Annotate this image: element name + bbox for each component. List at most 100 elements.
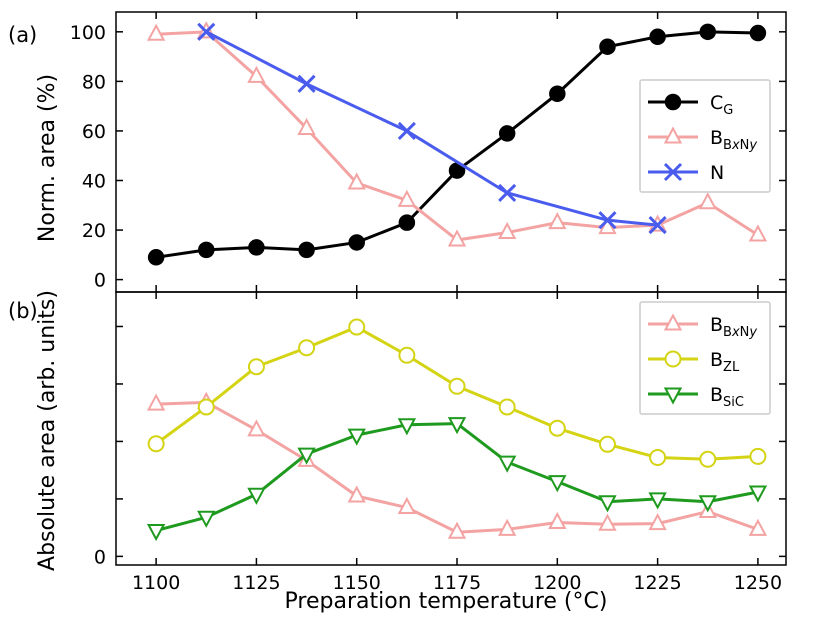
data-point-n xyxy=(648,216,667,235)
data-point-b_bxny xyxy=(347,485,366,503)
x-tick-label: 1200 xyxy=(533,572,581,594)
legend-marker xyxy=(664,93,682,111)
data-point-b_bxny xyxy=(146,23,166,41)
x-tick-label: 1175 xyxy=(433,572,481,594)
data-point-b_sic xyxy=(146,524,166,542)
data-point-b_bxny xyxy=(497,221,517,240)
y-tick-label: 60 xyxy=(82,121,106,143)
legend-label-sub: B xyxy=(723,325,732,340)
data-point-n xyxy=(498,183,517,202)
series-b_zl xyxy=(147,318,767,468)
data-point-b_bxny xyxy=(247,65,266,83)
legend-label-sub: ZL xyxy=(723,360,740,375)
legend-label-n: N xyxy=(710,162,724,184)
legend-label-sub: B xyxy=(723,138,732,153)
data-point-b_zl xyxy=(298,339,316,357)
data-point-b_sic xyxy=(748,485,768,503)
data-point-c_g xyxy=(649,28,666,46)
legend-label-c_g: CG xyxy=(710,92,733,118)
data-point-b_bxny xyxy=(598,216,617,235)
y-axis-title: Norm. area (%) xyxy=(35,74,60,242)
data-point-b_bxny xyxy=(648,513,667,531)
x-tick-label: 1100 xyxy=(132,572,180,594)
legend-label-sub2: N xyxy=(740,138,750,153)
legend-label-main: B xyxy=(710,314,723,336)
data-point-b_zl xyxy=(448,377,466,395)
legend-item-b_sic: BSiC xyxy=(648,384,744,410)
series-line-b_sic xyxy=(155,422,759,532)
legend-label-main: B xyxy=(710,384,723,406)
series-b_sic xyxy=(146,417,768,542)
x-tick-label: 1125 xyxy=(232,572,280,594)
data-point-b_sic xyxy=(648,492,667,510)
data-point-n xyxy=(297,74,316,93)
legend-label-b_zl: BZL xyxy=(710,349,740,375)
data-point-b_zl xyxy=(197,398,215,416)
legend-label-sub2-italic: y xyxy=(748,325,757,340)
data-point-b_bxny xyxy=(698,192,717,210)
y-tick-label: 80 xyxy=(82,71,106,93)
y-tick-label: 0 xyxy=(94,270,106,292)
x-tick-label: 1250 xyxy=(734,572,782,594)
legend-item-b_bxny: BBxNy xyxy=(648,126,757,153)
axes-frame xyxy=(115,291,787,566)
series-n xyxy=(197,22,667,235)
y-tick-label: 100 xyxy=(70,22,106,44)
legend-label-sub-italic: x xyxy=(731,138,740,153)
data-point-b_sic xyxy=(297,447,316,465)
y-tick-label: 40 xyxy=(82,170,106,192)
legend-item-b_bxny: BBxNy xyxy=(648,313,757,340)
data-point-b_sic xyxy=(247,487,266,505)
legend-label-main: N xyxy=(710,162,724,184)
data-point-b_bxny xyxy=(397,189,417,207)
legend-label-sub2-italic: y xyxy=(748,138,757,153)
data-point-b_sic xyxy=(397,418,417,436)
data-point-b_bxny xyxy=(247,419,266,437)
legend-label-b_sic: BSiC xyxy=(710,384,744,410)
data-point-n xyxy=(197,22,216,41)
data-point-b_bxny xyxy=(748,224,768,242)
legend-item-b_zl: BZL xyxy=(648,349,740,375)
legend-label-b_bxny: BBxNy xyxy=(710,127,757,153)
data-point-b_bxny xyxy=(297,117,316,135)
data-point-b_bxny xyxy=(548,511,567,529)
legend-label-main: C xyxy=(710,92,723,114)
legend-label-b_bxny: BBxNy xyxy=(710,314,757,340)
data-point-b_sic xyxy=(698,495,717,513)
data-point-b_sic xyxy=(548,475,567,493)
data-point-b_zl xyxy=(398,346,416,364)
legend-marker xyxy=(663,313,683,331)
data-point-b_sic xyxy=(197,510,216,528)
legend-label-sub2: N xyxy=(740,325,750,340)
legend-label-sub-italic: x xyxy=(731,325,740,340)
data-point-b_zl xyxy=(548,419,566,437)
data-point-b_zl xyxy=(699,450,717,468)
legend-marker xyxy=(664,350,682,368)
data-point-b_zl xyxy=(498,398,516,416)
y-axis-title: Absolute area (arb. units) xyxy=(35,290,60,571)
data-point-c_g xyxy=(749,24,767,42)
data-point-c_g xyxy=(348,234,365,251)
panel-label: (b) xyxy=(8,299,38,323)
data-point-n xyxy=(598,211,617,230)
series-line-n xyxy=(205,30,658,227)
legend-marker xyxy=(663,387,683,405)
data-point-c_g xyxy=(599,38,616,55)
series-c_g xyxy=(147,23,767,266)
data-point-b_bxny xyxy=(548,212,567,230)
legend-item-n: N xyxy=(648,162,724,184)
data-point-b_zl xyxy=(598,435,616,453)
data-point-c_g xyxy=(398,214,416,231)
data-point-c_g xyxy=(248,239,265,256)
x-tick-label: 1150 xyxy=(333,572,381,594)
y-tick-label: 20 xyxy=(82,220,106,242)
data-point-b_bxny xyxy=(447,521,467,539)
legend-label-main: B xyxy=(710,349,723,371)
data-point-c_g xyxy=(699,23,717,41)
data-point-b_zl xyxy=(147,435,165,453)
legend-label-sub: G xyxy=(723,103,733,118)
